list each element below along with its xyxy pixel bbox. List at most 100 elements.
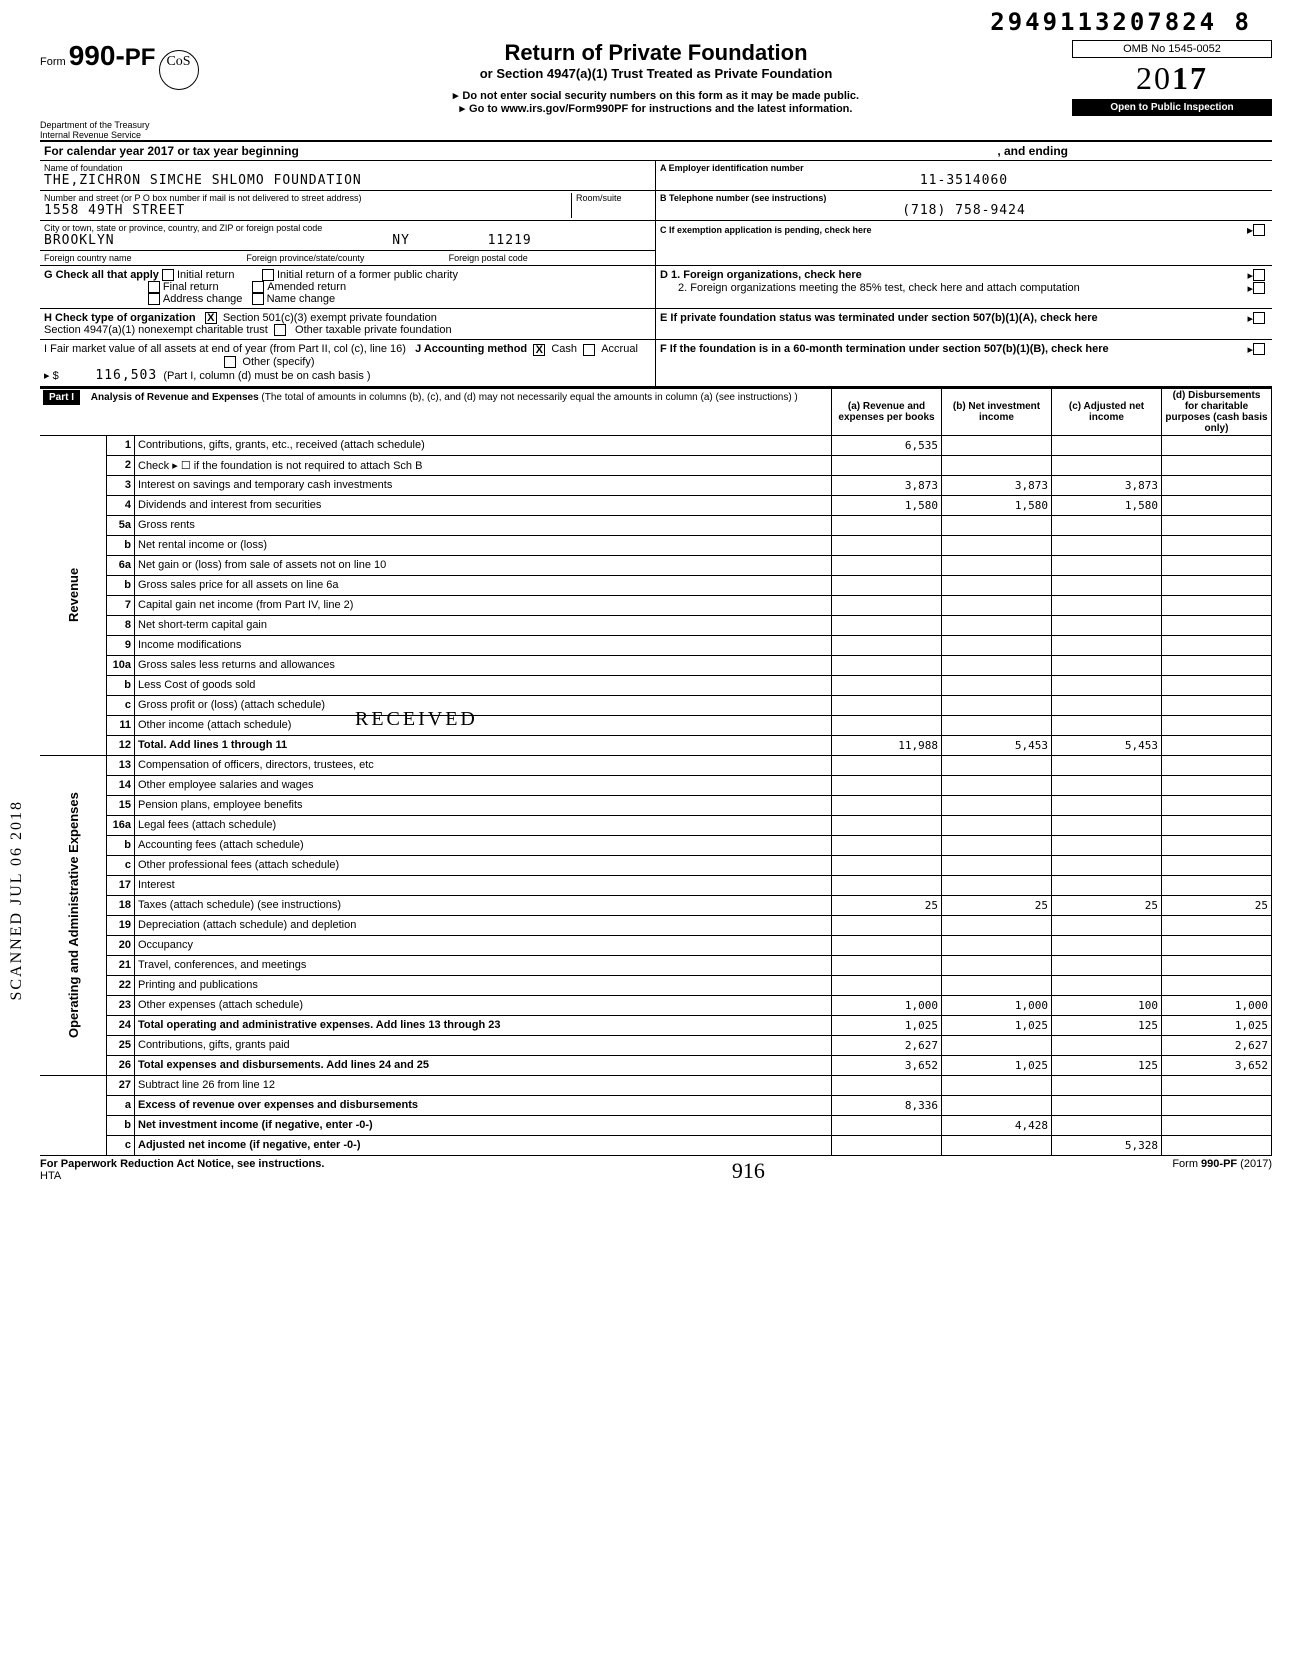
table-row: 17Interest: [40, 875, 1272, 895]
amount-cell-a: 3,873: [832, 475, 942, 495]
g-initial-cb[interactable]: [162, 269, 174, 281]
name-label: Name of foundation: [44, 163, 651, 173]
amount-cell-a: [832, 795, 942, 815]
h-4947-cb[interactable]: [274, 324, 286, 336]
amount-cell-b: [942, 695, 1052, 715]
footer-form: Form 990-PF (2017): [1172, 1158, 1272, 1184]
amount-cell-d: [1162, 555, 1272, 575]
amount-cell-a: [832, 875, 942, 895]
j-accrual-cb[interactable]: [583, 344, 595, 356]
line-number: b: [107, 835, 135, 855]
line-number: 16a: [107, 815, 135, 835]
footer-hta: HTA: [40, 1170, 61, 1182]
line-number: 14: [107, 775, 135, 795]
form-header: Form 990-PF CoS Department of the Treasu…: [40, 40, 1272, 142]
amount-cell-c: [1052, 455, 1162, 475]
phone-cell: B Telephone number (see instructions) (7…: [656, 191, 1272, 221]
amount-cell-c: 125: [1052, 1055, 1162, 1075]
amount-cell-b: 1,000: [942, 995, 1052, 1015]
amount-cell-c: [1052, 515, 1162, 535]
e-checkbox[interactable]: [1253, 312, 1265, 324]
col-a-header: (a) Revenue and expenses per books: [832, 388, 942, 435]
table-row: Revenue1Contributions, gifts, grants, et…: [40, 435, 1272, 455]
f-section: F If the foundation is in a 60-month ter…: [656, 340, 1272, 385]
omb-number: OMB No 1545-0052: [1072, 40, 1272, 58]
amount-cell-a: [832, 1135, 942, 1155]
table-row: cGross profit or (loss) (attach schedule…: [40, 695, 1272, 715]
section-side-label: Revenue: [40, 435, 107, 755]
amount-cell-a: [832, 835, 942, 855]
line-number: 17: [107, 875, 135, 895]
scanned-stamp: SCANNED JUL 06 2018: [8, 800, 26, 1001]
table-row: 11Other income (attach schedule)RECEIVED: [40, 715, 1272, 735]
line-desc: Interest: [135, 875, 832, 895]
col-b-header: (b) Net investment income: [942, 388, 1052, 435]
j-other-cb[interactable]: [224, 356, 236, 368]
g-amended-cb[interactable]: [252, 281, 264, 293]
table-row: 16aLegal fees (attach schedule): [40, 815, 1272, 835]
amount-cell-a: [832, 595, 942, 615]
line-number: 4: [107, 495, 135, 515]
g-initial-public-cb[interactable]: [262, 269, 274, 281]
identity-block: Name of foundation THE,ZICHRON SIMCHE SH…: [40, 161, 1272, 266]
table-row: cAdjusted net income (if negative, enter…: [40, 1135, 1272, 1155]
line-desc: Taxes (attach schedule) (see instruction…: [135, 895, 832, 915]
section-side-label: Operating and Administrative Expenses: [40, 755, 107, 1075]
amount-cell-c: 100: [1052, 995, 1162, 1015]
line-desc: Net short-term capital gain: [135, 615, 832, 635]
amount-cell-d: [1162, 975, 1272, 995]
g-final-cb[interactable]: [148, 281, 160, 293]
amount-cell-a: [832, 855, 942, 875]
room-label: Room/suite: [576, 193, 651, 203]
g-namechg-cb[interactable]: [252, 293, 264, 305]
table-row: 21Travel, conferences, and meetings: [40, 955, 1272, 975]
amount-cell-a: 6,535: [832, 435, 942, 455]
amount-cell-c: [1052, 1075, 1162, 1095]
dln-number: 2949113207824 8: [990, 8, 1252, 36]
line-number: b: [107, 575, 135, 595]
amount-cell-d: [1162, 1075, 1272, 1095]
amount-cell-d: [1162, 675, 1272, 695]
j-cash-cb[interactable]: X: [533, 344, 545, 356]
table-row: 15Pension plans, employee benefits: [40, 795, 1272, 815]
amount-cell-c: [1052, 1095, 1162, 1115]
amount-cell-d: [1162, 1115, 1272, 1135]
amount-cell-a: 8,336: [832, 1095, 942, 1115]
e-label: E If private foundation status was termi…: [660, 312, 1247, 325]
amount-cell-c: [1052, 815, 1162, 835]
line-desc: Adjusted net income (if negative, enter …: [135, 1135, 832, 1155]
d1-checkbox[interactable]: [1253, 269, 1265, 281]
amount-cell-b: [942, 955, 1052, 975]
g-addr-cb[interactable]: [148, 293, 160, 305]
amount-cell-b: [942, 875, 1052, 895]
amount-cell-a: 11,988: [832, 735, 942, 755]
amount-cell-b: [942, 515, 1052, 535]
line-number: c: [107, 695, 135, 715]
amount-cell-c: [1052, 435, 1162, 455]
col-d-header: (d) Disbursements for charitable purpose…: [1162, 388, 1272, 435]
table-row: 5aGross rents: [40, 515, 1272, 535]
j-other: Other (specify): [242, 356, 314, 368]
handwritten-916: 916: [732, 1158, 765, 1184]
amount-cell-c: [1052, 715, 1162, 735]
line-number: a: [107, 1095, 135, 1115]
amount-cell-c: 125: [1052, 1015, 1162, 1035]
d2-checkbox[interactable]: [1253, 282, 1265, 294]
amount-cell-b: 1,025: [942, 1015, 1052, 1035]
table-row: 26Total expenses and disbursements. Add …: [40, 1055, 1272, 1075]
c-checkbox[interactable]: [1253, 224, 1265, 236]
line-desc: Net rental income or (loss): [135, 535, 832, 555]
h-501c3-cb[interactable]: X: [205, 312, 217, 324]
line-desc: Travel, conferences, and meetings: [135, 955, 832, 975]
f-checkbox[interactable]: [1253, 343, 1265, 355]
amount-cell-c: [1052, 975, 1162, 995]
table-row: 12Total. Add lines 1 through 1111,9885,4…: [40, 735, 1272, 755]
part1-title: Analysis of Revenue and Expenses: [91, 392, 259, 403]
amount-cell-c: 25: [1052, 895, 1162, 915]
line-number: 8: [107, 615, 135, 635]
table-row: 10aGross sales less returns and allowanc…: [40, 655, 1272, 675]
amount-cell-c: 1,580: [1052, 495, 1162, 515]
amount-cell-b: [942, 675, 1052, 695]
table-row: 14Other employee salaries and wages: [40, 775, 1272, 795]
title-note-2: Go to www.irs.gov/Form990PF for instruct…: [250, 102, 1062, 115]
